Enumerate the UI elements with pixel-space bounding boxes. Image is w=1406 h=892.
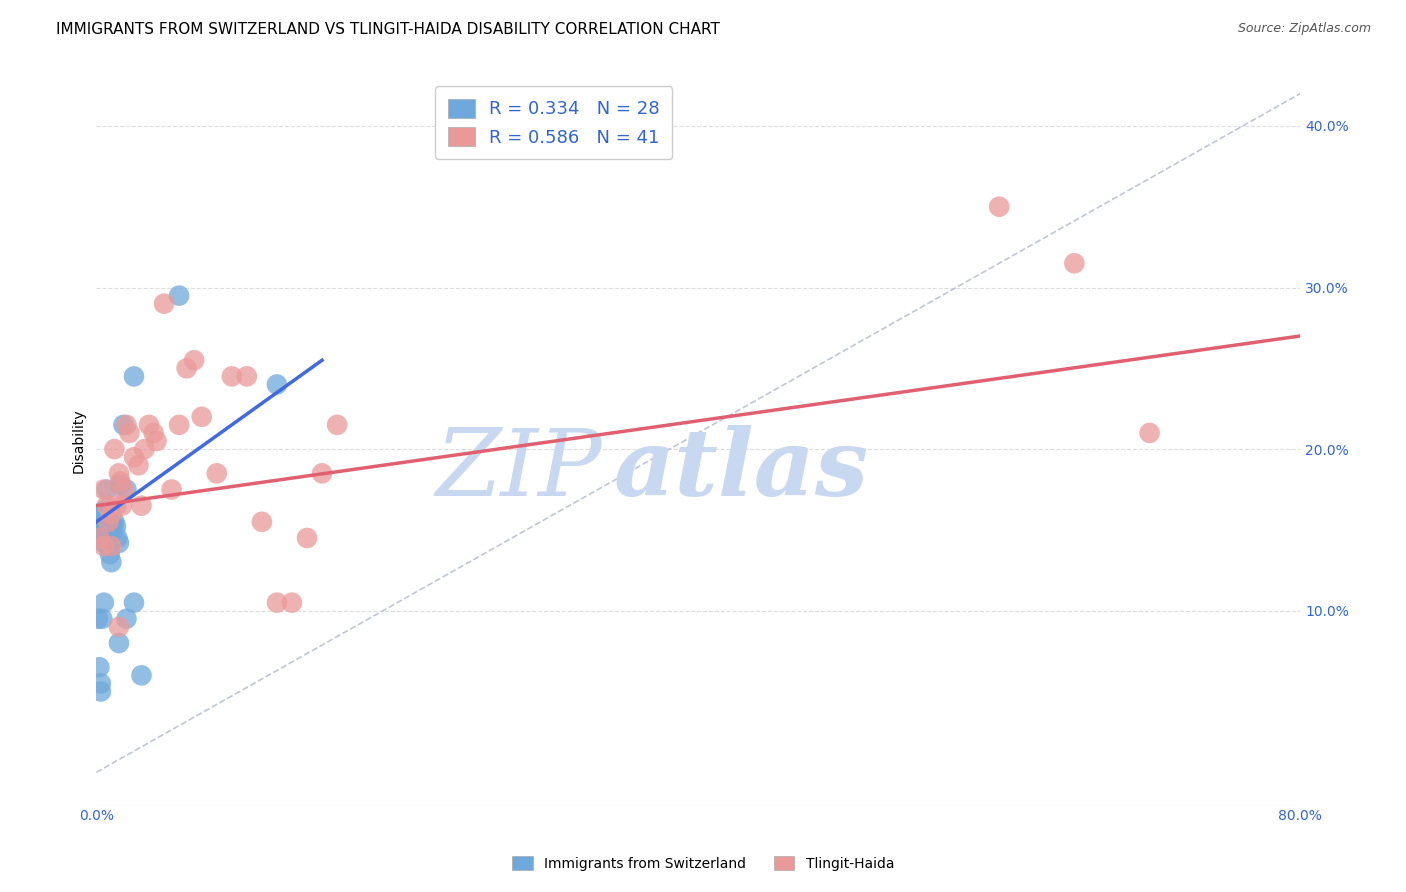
Point — [160, 483, 183, 497]
Point — [107, 531, 129, 545]
Point — [205, 467, 228, 481]
Point — [145, 434, 167, 448]
Point — [89, 531, 111, 545]
Point — [93, 539, 115, 553]
Point — [295, 531, 318, 545]
Point — [93, 536, 115, 550]
Point — [96, 499, 118, 513]
Point — [110, 475, 132, 489]
Point — [311, 467, 333, 481]
Point — [142, 425, 165, 440]
Text: atlas: atlas — [614, 425, 869, 515]
Point — [167, 417, 190, 432]
Point — [90, 684, 112, 698]
Point — [90, 676, 112, 690]
Point — [108, 536, 131, 550]
Point — [134, 442, 156, 456]
Point — [94, 515, 117, 529]
Point — [103, 442, 125, 456]
Point — [153, 296, 176, 310]
Point — [89, 519, 111, 533]
Point — [104, 499, 127, 513]
Point — [98, 547, 121, 561]
Point — [127, 458, 149, 473]
Point — [89, 660, 111, 674]
Point — [326, 417, 349, 432]
Point — [97, 515, 120, 529]
Point — [250, 515, 273, 529]
Point — [90, 507, 112, 521]
Point — [97, 539, 120, 553]
Point — [93, 596, 115, 610]
Legend: Immigrants from Switzerland, Tlingit-Haida: Immigrants from Switzerland, Tlingit-Hai… — [506, 850, 900, 876]
Point — [87, 515, 110, 529]
Point — [93, 503, 115, 517]
Legend: R = 0.334   N = 28, R = 0.586   N = 41: R = 0.334 N = 28, R = 0.586 N = 41 — [434, 87, 672, 160]
Point — [93, 483, 115, 497]
Point — [100, 507, 122, 521]
Text: IMMIGRANTS FROM SWITZERLAND VS TLINGIT-HAIDA DISABILITY CORRELATION CHART: IMMIGRANTS FROM SWITZERLAND VS TLINGIT-H… — [56, 22, 720, 37]
Y-axis label: Disability: Disability — [72, 409, 86, 474]
Point — [122, 596, 145, 610]
Point — [91, 510, 114, 524]
Point — [103, 515, 125, 529]
Point — [89, 526, 111, 541]
Point — [1139, 425, 1161, 440]
Point — [96, 531, 118, 545]
Point — [96, 483, 118, 497]
Text: Source: ZipAtlas.com: Source: ZipAtlas.com — [1237, 22, 1371, 36]
Point — [100, 555, 122, 569]
Point — [94, 523, 117, 537]
Point — [988, 200, 1011, 214]
Point — [108, 620, 131, 634]
Point — [122, 450, 145, 465]
Point — [131, 668, 153, 682]
Point — [118, 425, 141, 440]
Point — [176, 361, 198, 376]
Point — [112, 483, 135, 497]
Point — [115, 417, 138, 432]
Point — [108, 467, 131, 481]
Point — [266, 596, 288, 610]
Point — [138, 417, 160, 432]
Point — [97, 515, 120, 529]
Point — [108, 636, 131, 650]
Point — [122, 369, 145, 384]
Point — [115, 612, 138, 626]
Point — [281, 596, 304, 610]
Text: ZIP: ZIP — [436, 425, 602, 515]
Point — [236, 369, 259, 384]
Point — [87, 612, 110, 626]
Point — [266, 377, 288, 392]
Point — [111, 499, 134, 513]
Point — [190, 409, 212, 424]
Point — [100, 526, 122, 541]
Point — [1063, 256, 1085, 270]
Point — [91, 612, 114, 626]
Point — [112, 417, 135, 432]
Point — [110, 477, 132, 491]
Point — [101, 519, 124, 533]
Point — [221, 369, 243, 384]
Point — [100, 539, 122, 553]
Point — [115, 483, 138, 497]
Point — [167, 288, 190, 302]
Point — [131, 499, 153, 513]
Point — [183, 353, 205, 368]
Point — [104, 519, 127, 533]
Point — [90, 531, 112, 545]
